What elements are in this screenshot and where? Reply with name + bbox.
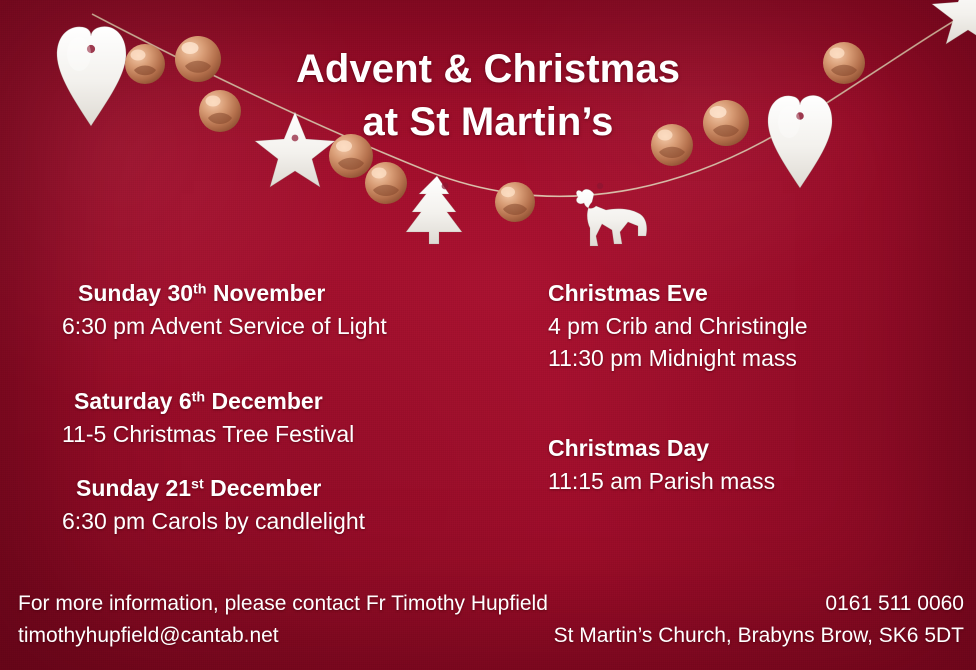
event-date-prefix: Saturday 6 (74, 388, 192, 415)
event-detail: 11:30 pm Midnight mass (548, 345, 797, 372)
event-date-ordinal: th (191, 389, 206, 406)
contact-line: For more information, please contact Fr … (18, 592, 548, 616)
event-heading: Christmas Eve (548, 280, 708, 306)
poster-title: Advent & Christmas at St Martin’s (0, 43, 976, 149)
contact-email: timothyhupfield@cantab.net (18, 624, 279, 648)
footer-row-top: For more information, please contact Fr … (18, 588, 964, 620)
event-item: Sunday 30th November 6:30 pm Advent Serv… (62, 278, 502, 342)
event-item: Saturday 6th December 11-5 Christmas Tre… (62, 386, 502, 450)
event-date-ordinal: st (191, 476, 204, 493)
events-column-right: Christmas Eve 4 pm Crib and Christingle … (548, 278, 968, 497)
event-date: Sunday 30th November (62, 278, 502, 310)
event-date: Sunday 21st December (62, 473, 502, 505)
event-date-suffix: December (205, 388, 323, 415)
event-detail: 6:30 pm Carols by candlelight (62, 507, 365, 534)
event-item: Christmas Day 11:15 am Parish mass (548, 433, 968, 497)
event-item: Christmas Eve 4 pm Crib and Christingle … (548, 278, 968, 375)
event-detail: 11-5 Christmas Tree Festival (62, 421, 355, 448)
events-column-left: Sunday 30th November 6:30 pm Advent Serv… (62, 278, 502, 537)
events-section: Sunday 30th November 6:30 pm Advent Serv… (0, 278, 976, 558)
poster-title-line1: Advent & Christmas (295, 46, 681, 91)
event-detail: 6:30 pm Advent Service of Light (62, 312, 387, 339)
event-date-suffix: December (203, 474, 322, 501)
event-detail: 11:15 am Parish mass (548, 467, 776, 494)
event-heading: Christmas Day (548, 435, 710, 462)
footer-contact: For more information, please contact Fr … (18, 588, 964, 652)
event-date: Saturday 6th December (62, 386, 502, 418)
event-item: Sunday 21st December 6:30 pm Carols by c… (62, 473, 502, 537)
event-date-ordinal: th (193, 281, 207, 298)
poster-title-line2: at St Martin’s (362, 99, 614, 144)
church-address: St Martin’s Church, Brabyns Brow, SK6 5D… (553, 624, 964, 648)
event-date-suffix: November (206, 280, 326, 306)
event-date-prefix: Sunday 21 (76, 474, 192, 501)
footer-row-bottom: timothyhupfield@cantab.net St Martin’s C… (18, 620, 964, 652)
event-detail: 4 pm Crib and Christingle (548, 312, 808, 339)
event-date-prefix: Sunday 30 (78, 280, 194, 306)
contact-phone: 0161 511 0060 (825, 592, 964, 616)
